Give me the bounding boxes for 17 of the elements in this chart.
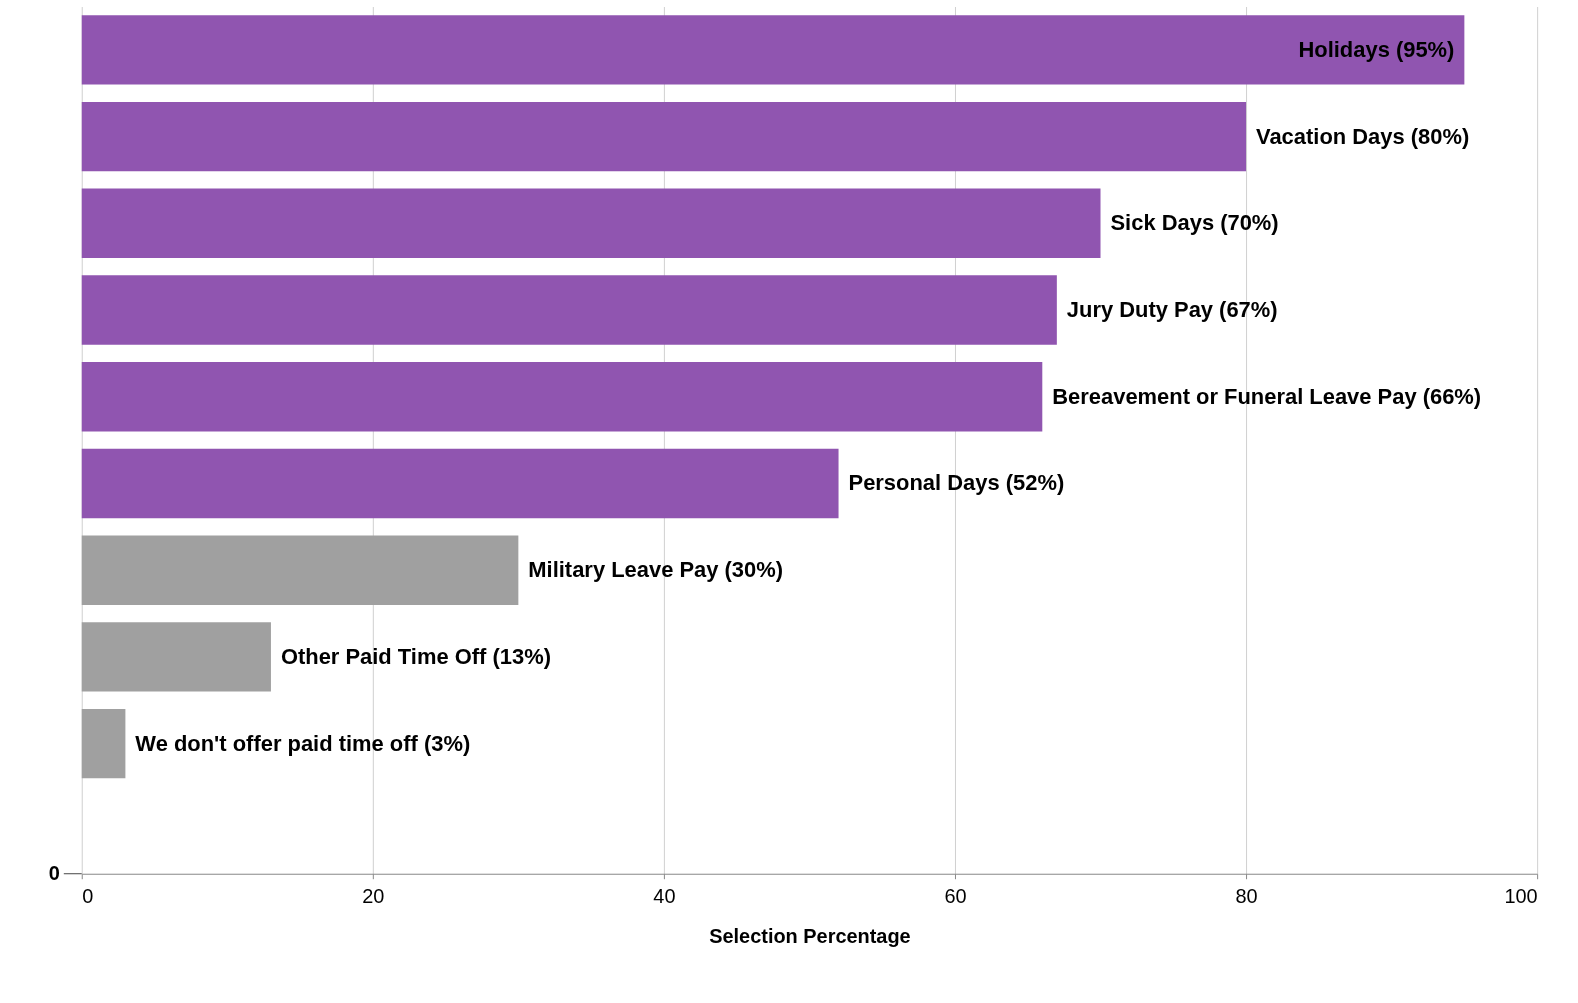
data-label: Jury Duty Pay (67%) <box>1066 297 1278 323</box>
data-label: We don't offer paid time off (3%) <box>135 730 471 756</box>
text: 0 <box>48 861 60 884</box>
x-tick-label: 80 <box>1235 885 1258 908</box>
x-tick-label: 40 <box>653 885 676 908</box>
x-tick-label: 0 <box>82 885 94 908</box>
data-label: Sick Days (70%) <box>1110 210 1279 236</box>
x-tick-label: 20 <box>362 885 385 908</box>
data-label: Military Leave Pay (30%) <box>528 557 783 583</box>
data-label: Personal Days (52%) <box>848 470 1065 496</box>
x-axis-title: Selection Percentage <box>709 925 911 948</box>
data-label: Vacation Days (80%) <box>1256 123 1470 149</box>
data-label: Bereavement or Funeral Leave Pay (66%) <box>1052 383 1482 409</box>
data-label: Other Paid Time Off (13%) <box>280 643 551 669</box>
x-tick-label: 60 <box>944 885 967 908</box>
data-label: Holidays (95%) <box>1298 36 1455 62</box>
x-tick-label: 100 <box>1504 885 1538 908</box>
